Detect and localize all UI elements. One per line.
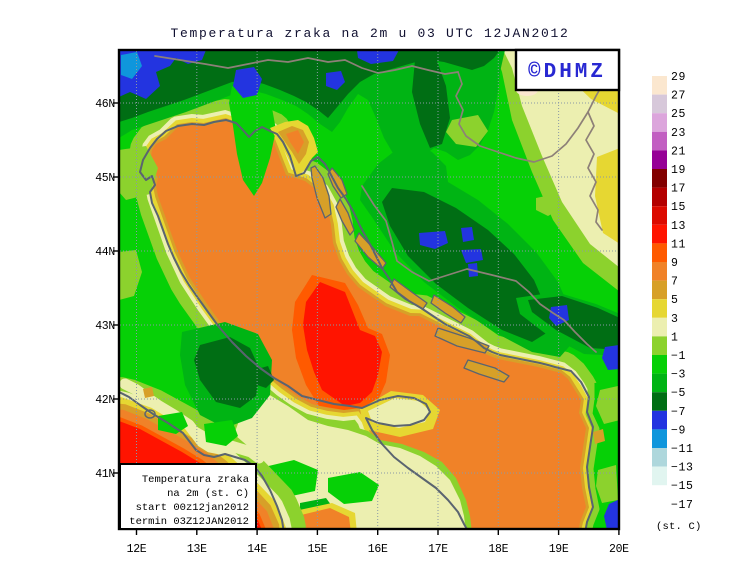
svg-text:−9: −9 — [671, 424, 686, 437]
svg-text:42N: 42N — [95, 394, 115, 407]
svg-text:16E: 16E — [368, 543, 388, 556]
svg-text:15: 15 — [671, 201, 686, 214]
svg-text:©DHMZ: ©DHMZ — [528, 61, 606, 84]
svg-text:−13: −13 — [671, 462, 694, 475]
svg-text:Temperatura zraka: Temperatura zraka — [142, 474, 249, 486]
svg-text:27: 27 — [671, 90, 686, 103]
svg-text:11: 11 — [671, 238, 686, 251]
svg-text:46N: 46N — [95, 98, 115, 111]
svg-text:5: 5 — [671, 294, 679, 307]
svg-text:45N: 45N — [95, 172, 115, 185]
svg-text:21: 21 — [671, 145, 686, 158]
svg-text:(st. C): (st. C) — [656, 521, 702, 533]
svg-text:Temperatura zraka na 2m u 03 U: Temperatura zraka na 2m u 03 UTC 12JAN20… — [170, 26, 569, 41]
svg-text:start 00z12jan2012: start 00z12jan2012 — [136, 502, 249, 514]
svg-text:43N: 43N — [95, 320, 115, 333]
svg-text:23: 23 — [671, 127, 686, 140]
svg-text:15E: 15E — [307, 543, 327, 556]
svg-text:29: 29 — [671, 71, 686, 84]
svg-text:−1: −1 — [671, 350, 686, 363]
svg-text:17E: 17E — [428, 543, 448, 556]
svg-text:−3: −3 — [671, 369, 686, 382]
svg-text:13: 13 — [671, 220, 686, 233]
svg-text:−11: −11 — [671, 443, 694, 456]
svg-text:na 2m (st. C): na 2m (st. C) — [167, 488, 249, 500]
svg-text:9: 9 — [671, 257, 679, 270]
svg-text:18E: 18E — [488, 543, 508, 556]
svg-text:44N: 44N — [95, 246, 115, 259]
svg-text:1: 1 — [671, 331, 679, 344]
svg-text:−7: −7 — [671, 406, 686, 419]
svg-text:termin 03Z12JAN2012: termin 03Z12JAN2012 — [129, 516, 249, 528]
svg-text:41N: 41N — [95, 468, 115, 481]
svg-text:14E: 14E — [247, 543, 267, 556]
svg-text:20E: 20E — [609, 543, 629, 556]
svg-text:3: 3 — [671, 313, 679, 326]
svg-text:−15: −15 — [671, 480, 694, 493]
svg-text:17: 17 — [671, 183, 686, 196]
svg-text:−5: −5 — [671, 387, 686, 400]
svg-text:−17: −17 — [671, 499, 694, 512]
svg-text:19: 19 — [671, 164, 686, 177]
svg-text:19E: 19E — [549, 543, 569, 556]
svg-text:13E: 13E — [187, 543, 207, 556]
svg-text:7: 7 — [671, 276, 679, 289]
svg-text:12E: 12E — [127, 543, 147, 556]
svg-text:25: 25 — [671, 108, 686, 121]
